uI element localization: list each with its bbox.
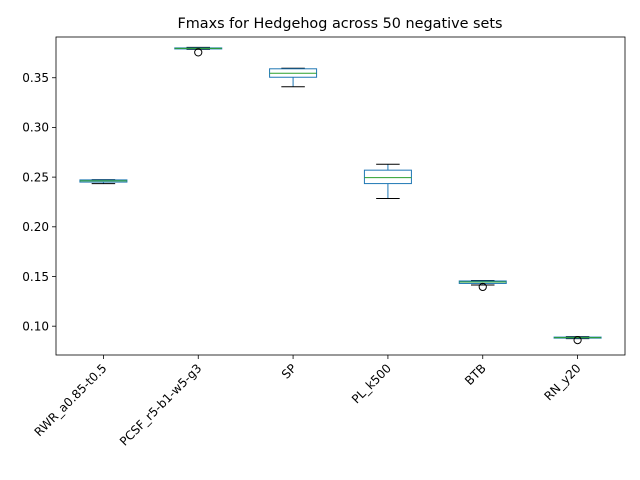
y-tick-label: 0.35 [22,71,49,85]
box-flier [194,48,203,57]
chart-title: Fmaxs for Hedgehog across 50 negative se… [177,16,502,32]
y-tick-label: 0.30 [22,121,49,135]
box-flier [478,282,487,292]
y-tick-label: 0.10 [22,319,49,333]
y-tick-label: 0.15 [22,270,49,284]
box-flier [573,335,582,345]
box-body [363,169,412,185]
axes-frame [55,36,626,356]
y-tick-label: 0.20 [22,220,49,234]
y-tick-label: 0.25 [22,170,49,184]
